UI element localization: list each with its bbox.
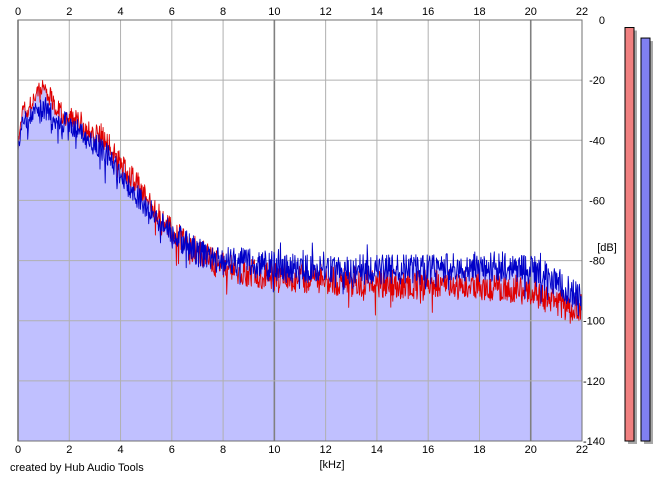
y-axis-right: 0 -20 -40 -60 -80 -100 -120 -140 <box>583 15 605 448</box>
fill-layer <box>18 80 582 441</box>
y-tick: 0 <box>599 15 605 27</box>
series-line-blue <box>17 96 583 317</box>
x-tick-bottom: 20 <box>525 444 537 456</box>
x-tick-bottom: 0 <box>15 444 21 456</box>
x-axis-label: [kHz] <box>319 459 344 471</box>
y-tick: -100 <box>583 316 605 328</box>
x-tick-bottom: 2 <box>66 444 72 456</box>
y-tick: -120 <box>583 376 605 388</box>
x-axis-bottom: 0 2 4 6 8 10 12 14 16 18 20 22 <box>15 444 588 456</box>
x-tick-top: 8 <box>220 6 226 18</box>
x-tick-top: 20 <box>525 6 537 18</box>
x-tick-bottom: 18 <box>473 444 485 456</box>
y-axis-label: [dB] <box>597 242 617 254</box>
x-tick-top: 14 <box>371 6 383 18</box>
level-meter-right <box>640 37 651 442</box>
x-tick-bottom: 6 <box>169 444 175 456</box>
plot-frame <box>17 19 583 442</box>
y-tick: -40 <box>589 135 605 147</box>
x-tick-bottom: 12 <box>320 444 332 456</box>
x-tick-bottom: 14 <box>371 444 383 456</box>
x-tick-bottom: 10 <box>268 444 280 456</box>
x-tick-top: 0 <box>15 6 21 18</box>
x-tick-top: 6 <box>169 6 175 18</box>
x-tick-top: 18 <box>473 6 485 18</box>
x-tick-top: 2 <box>66 6 72 18</box>
x-tick-top: 22 <box>576 6 588 18</box>
credit-text: created by Hub Audio Tools <box>10 462 144 474</box>
x-tick-top: 10 <box>268 6 280 18</box>
level-meters <box>624 27 653 445</box>
spectrum-area <box>18 80 582 441</box>
y-tick: -80 <box>589 256 605 268</box>
series-layer <box>17 80 583 324</box>
level-meter-left <box>624 27 635 442</box>
x-tick-bottom: 16 <box>422 444 434 456</box>
y-tick: -140 <box>583 436 605 448</box>
x-axis-top: 0 2 4 6 8 10 12 14 16 18 20 22 <box>15 6 588 18</box>
x-tick-top: 4 <box>117 6 123 18</box>
x-tick-top: 16 <box>422 6 434 18</box>
y-tick: -60 <box>589 195 605 207</box>
x-tick-bottom: 4 <box>117 444 123 456</box>
x-tick-top: 12 <box>320 6 332 18</box>
x-tick-bottom: 22 <box>576 444 588 456</box>
x-tick-bottom: 8 <box>220 444 226 456</box>
plot-border <box>17 19 583 442</box>
y-tick: -20 <box>589 75 605 87</box>
